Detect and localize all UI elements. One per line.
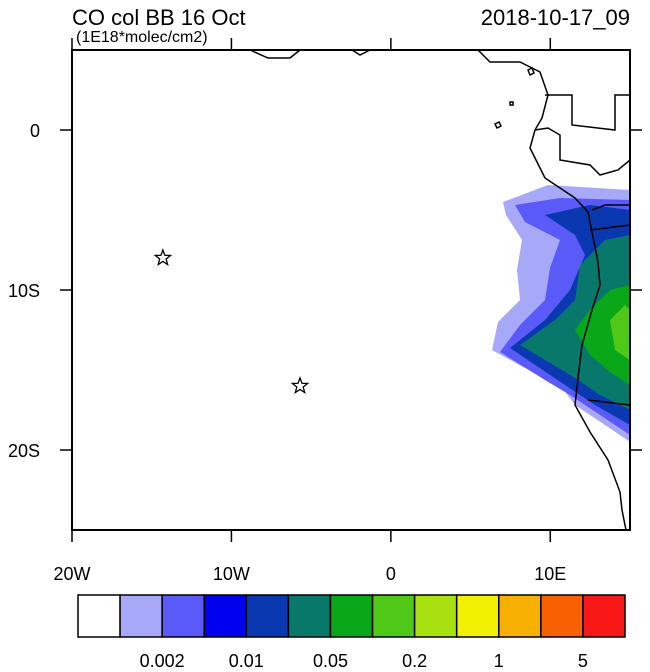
colorbar-box xyxy=(329,594,374,638)
colorbar-label: 0.2 xyxy=(402,651,427,667)
colorbar-label: 0.01 xyxy=(229,651,264,667)
units: (1E18*molec/cm2) xyxy=(76,29,208,46)
y-tick-label: 20S xyxy=(8,441,40,461)
x-tick-label: 10E xyxy=(534,564,566,584)
title: CO col BB 16 Oct xyxy=(72,5,246,30)
colorbar-box xyxy=(119,594,163,638)
plume xyxy=(492,185,630,442)
colorbar-box xyxy=(77,594,121,638)
colorbar-box xyxy=(287,594,332,638)
x-tick-label: 0 xyxy=(386,564,396,584)
colorbar-label: 1 xyxy=(494,651,504,667)
colorbar-box xyxy=(582,594,626,638)
y-tick-label: 0 xyxy=(30,121,40,141)
x-tick-label: 20W xyxy=(53,564,90,584)
colorbar-box xyxy=(203,594,248,638)
colorbar-box xyxy=(245,594,290,638)
site-marker xyxy=(290,376,310,394)
colorbar-box xyxy=(455,594,500,638)
colorbar-box xyxy=(413,594,458,638)
colorbar-box xyxy=(540,594,584,638)
timestamp: 2018-10-17_09 xyxy=(481,5,630,30)
colorbar-box xyxy=(161,594,205,638)
coastline xyxy=(249,49,631,531)
colorbar-box xyxy=(498,594,542,638)
colorbar-label: 0.05 xyxy=(313,651,348,667)
site-marker xyxy=(153,248,173,266)
colorbar-box xyxy=(371,594,416,638)
x-tick-label: 10W xyxy=(213,564,250,584)
colorbar-label: 5 xyxy=(578,651,588,667)
colorbar-label: 0.002 xyxy=(140,651,185,667)
y-tick-label: 10S xyxy=(8,281,40,301)
